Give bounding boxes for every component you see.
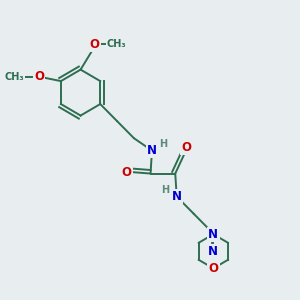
- Text: O: O: [181, 141, 191, 154]
- Text: CH₃: CH₃: [4, 72, 24, 82]
- Text: N: N: [208, 245, 218, 258]
- Text: N: N: [208, 228, 218, 241]
- Text: O: O: [34, 70, 44, 83]
- Text: N: N: [147, 144, 157, 157]
- Text: O: O: [122, 166, 131, 178]
- Text: O: O: [208, 262, 218, 275]
- Text: N: N: [172, 190, 182, 203]
- Text: H: H: [160, 139, 168, 149]
- Text: H: H: [161, 185, 169, 195]
- Text: CH₃: CH₃: [106, 39, 126, 49]
- Text: O: O: [89, 38, 100, 50]
